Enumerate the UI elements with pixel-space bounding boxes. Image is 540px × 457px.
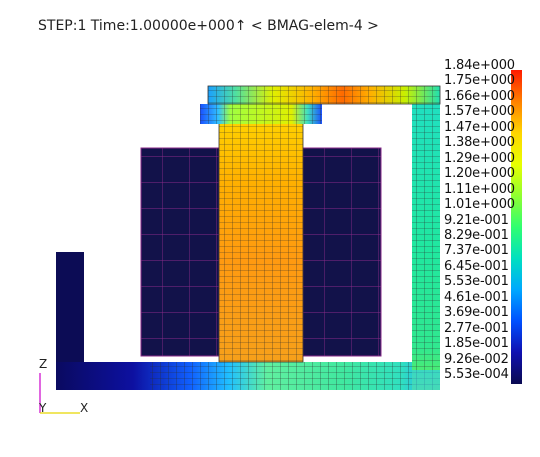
left-core-block[interactable] bbox=[140, 147, 220, 357]
color-scale-value: 1.01e+000 bbox=[444, 197, 515, 213]
axis-label-y: Y bbox=[39, 401, 47, 415]
top-bar[interactable] bbox=[207, 85, 441, 105]
color-scale-value: 5.53e-004 bbox=[444, 367, 509, 382]
color-scale-value: 1.84e+000 bbox=[444, 58, 515, 73]
color-scale-value: 1.57e+000 bbox=[444, 104, 515, 120]
upper-plate[interactable] bbox=[200, 104, 322, 124]
color-scale-value: 6.45e-001 bbox=[444, 258, 509, 274]
color-scale-value: 8.29e-001 bbox=[444, 227, 509, 243]
step-time-header: STEP:1 Time:1.00000e+000↑ < BMAG-elem-4 … bbox=[38, 18, 379, 34]
color-scale-value: 2.77e-001 bbox=[444, 320, 509, 336]
right-core-block[interactable] bbox=[302, 147, 382, 357]
color-scale-value: 7.37e-001 bbox=[444, 243, 509, 259]
color-scale-value: 9.21e-001 bbox=[444, 212, 509, 228]
color-scale-value: 1.85e-001 bbox=[444, 336, 509, 352]
color-scale-value: 1.20e+000 bbox=[444, 166, 515, 182]
color-scale-value: 4.61e-001 bbox=[444, 289, 509, 305]
color-scale-value: 1.66e+000 bbox=[444, 88, 515, 104]
color-scale-value: 9.26e-002 bbox=[444, 351, 509, 367]
color-scale-value: 3.69e-001 bbox=[444, 305, 509, 321]
color-scale-bar bbox=[511, 70, 522, 384]
central-column[interactable] bbox=[218, 103, 304, 363]
bottom-yoke[interactable] bbox=[56, 362, 440, 390]
color-scale-value: 1.11e+000 bbox=[444, 181, 515, 197]
color-scale-value: 1.75e+000 bbox=[444, 73, 515, 89]
color-scale-value: 1.29e+000 bbox=[444, 150, 515, 166]
axis-label-z: Z bbox=[39, 357, 48, 371]
right-yoke-leg[interactable] bbox=[412, 104, 440, 390]
color-scale-value: 1.38e+000 bbox=[444, 135, 515, 151]
axis-label-x: X bbox=[80, 401, 89, 415]
color-scale-value: 1.47e+000 bbox=[444, 119, 515, 135]
axis-triad bbox=[39, 373, 80, 414]
color-scale-value: 5.53e-001 bbox=[444, 274, 509, 290]
